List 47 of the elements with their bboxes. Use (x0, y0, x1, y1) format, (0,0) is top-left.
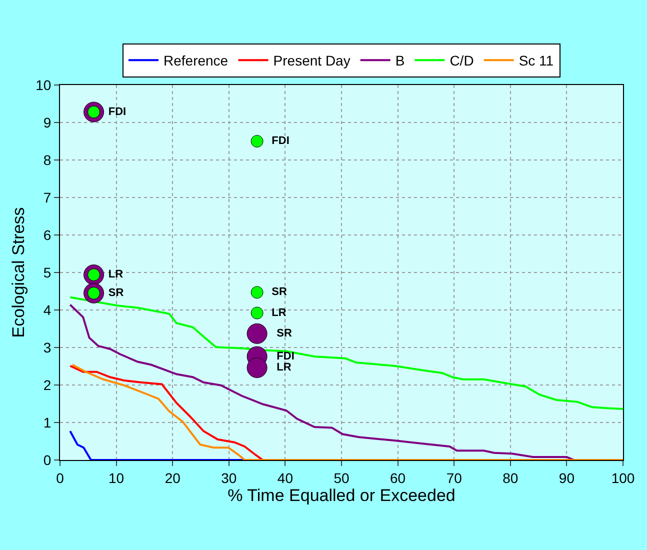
data-label: FDI (272, 135, 290, 147)
line-series (71, 364, 623, 460)
data-label: SR (276, 327, 292, 340)
y-tick-label: 5 (43, 264, 52, 280)
y-tick-label: 2 (43, 376, 52, 393)
y-tick-label: 0 (43, 452, 52, 468)
line-series (69, 364, 264, 460)
y-axis-title: Ecological Stress (9, 207, 28, 338)
legend-label: Reference (164, 52, 228, 69)
line-series (69, 304, 576, 460)
line-series (69, 296, 623, 410)
x-tick-label: 80 (502, 470, 518, 486)
data-label: SR (272, 286, 288, 298)
point (250, 306, 264, 320)
x-tick-label: 70 (446, 470, 462, 486)
x-tick-label: 30 (221, 470, 237, 486)
y-tick-label: 8 (43, 152, 52, 168)
legend-label: Present Day (273, 52, 350, 69)
x-axis-title: % Time Equalled or Exceeded (228, 486, 456, 505)
x-tick-label: 0 (56, 470, 64, 486)
data-label: FDI (108, 106, 126, 118)
y-tick-label: 9 (43, 114, 52, 130)
point (250, 286, 264, 299)
data-label: LR (108, 268, 124, 280)
x-tick-label: 40 (277, 470, 294, 486)
point (250, 135, 264, 148)
y-tick-label: 4 (43, 302, 52, 318)
x-tick-label: 60 (390, 470, 406, 486)
legend-label: B (395, 52, 405, 69)
y-tick-label: 3 (43, 339, 52, 356)
x-tick-label: 100 (611, 470, 635, 486)
x-tick-label: 90 (558, 470, 575, 486)
point (246, 358, 268, 378)
x-tick-label: 50 (334, 470, 350, 486)
y-tick-label: 6 (43, 226, 52, 243)
y-tick-label: 10 (36, 76, 52, 93)
legend-label: C/D (450, 52, 474, 69)
data-label: SR (108, 286, 124, 299)
x-tick-label: 20 (164, 470, 181, 486)
data-label: LR (272, 306, 286, 319)
x-tick-label: 10 (108, 470, 124, 486)
y-tick-label: 7 (43, 189, 52, 206)
point (246, 323, 268, 344)
data-label: LR (276, 362, 292, 374)
y-tick-label: 1 (43, 414, 52, 430)
legend-label: Sc 11 (518, 52, 554, 69)
data-label: FDI (276, 350, 294, 362)
